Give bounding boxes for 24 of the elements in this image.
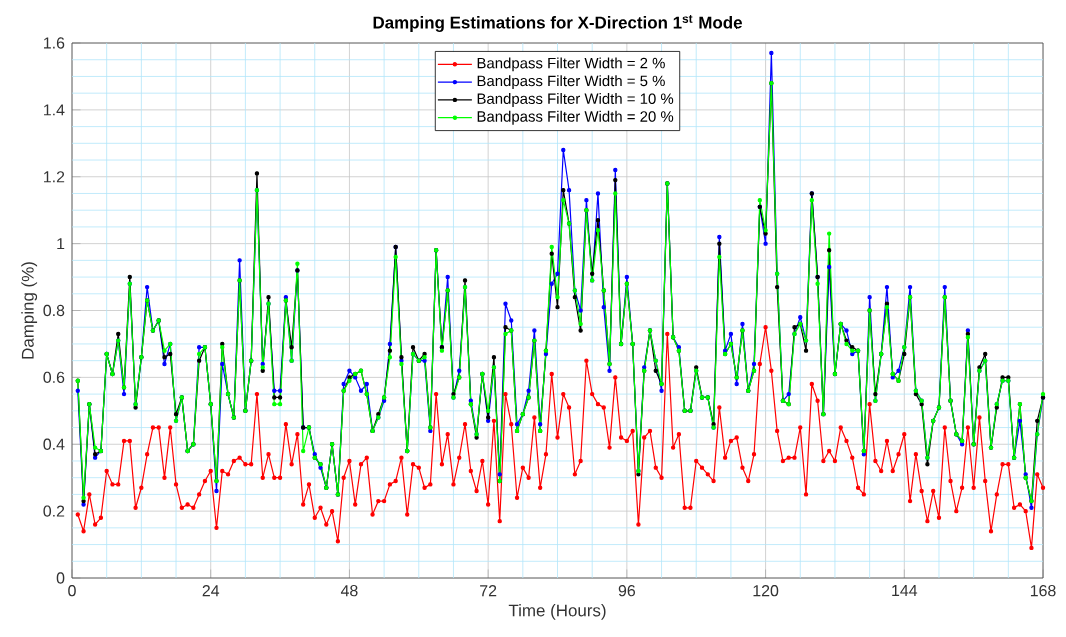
y-tick-label: 0: [56, 572, 65, 584]
y-axis-title: Damping (%): [21, 262, 38, 359]
legend-label: Bandpass Filter Width = 5 %: [477, 75, 665, 90]
x-tick-label: 120: [753, 585, 779, 597]
y-tick-label: 0.2: [43, 505, 65, 517]
legend-label: Bandpass Filter Width = 10 %: [477, 93, 674, 107]
x-tick-label: 168: [1030, 585, 1056, 597]
x-tick-label: 144: [892, 585, 918, 597]
y-tick-label: 1.6: [44, 37, 65, 49]
x-tick-label: 96: [618, 585, 636, 597]
legend-label: Bandpass Filter Width = 2 %: [477, 57, 665, 72]
x-tick-label: 48: [340, 585, 358, 597]
y-tick-label: 1: [57, 238, 65, 250]
y-tick-label: 1.4: [44, 104, 65, 116]
x-tick-label: 72: [480, 585, 497, 597]
x-tick-label: 24: [202, 585, 220, 597]
y-tick-label: 1.2: [44, 171, 65, 183]
x-tick-label: 0: [68, 585, 76, 597]
y-tick-label: 0.6: [43, 371, 65, 384]
x-axis-title: Time (Hours): [508, 604, 606, 620]
y-tick-label: 0.8: [43, 304, 65, 317]
y-tick-label: 0.4: [43, 438, 65, 450]
legend-label: Bandpass Filter Width = 20 %: [477, 110, 674, 125]
chart-title: Damping Estimations for X-Direction 1$^{st}$ Mode: [373, 15, 742, 32]
